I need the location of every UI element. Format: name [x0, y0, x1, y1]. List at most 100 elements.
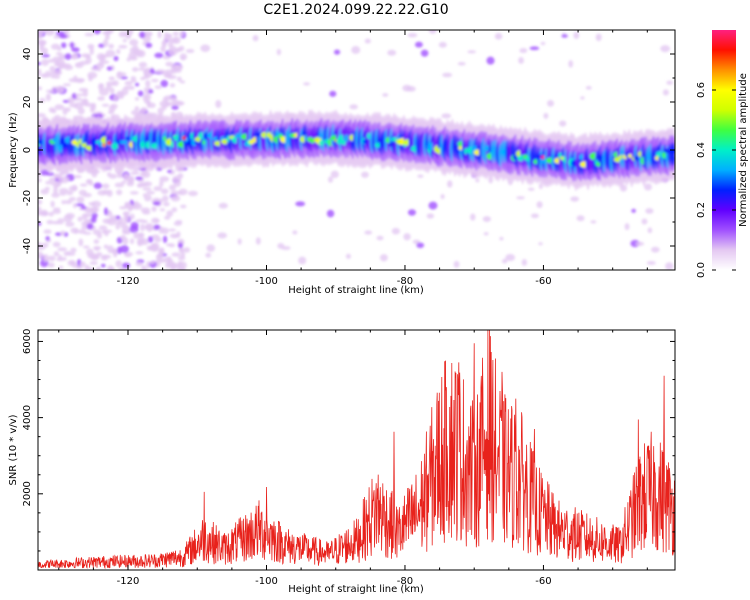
- noise-speck: [328, 176, 333, 183]
- noise-speck: [161, 39, 167, 48]
- noise-speck: [126, 181, 135, 187]
- noise-speck: [527, 187, 535, 191]
- noise-speck: [122, 211, 131, 216]
- noise-speck: [77, 216, 83, 222]
- noise-speck: [631, 208, 636, 213]
- noise-speck: [66, 190, 74, 196]
- noise-speck: [105, 49, 116, 58]
- noise-speck: [172, 31, 179, 36]
- noise-speck: [57, 254, 63, 261]
- noise-speck: [447, 180, 453, 188]
- noise-speck: [499, 236, 504, 241]
- noise-speck: [122, 38, 127, 43]
- noise-speck: [175, 47, 181, 53]
- x-tick-label: -60: [535, 276, 551, 287]
- noise-speck: [65, 212, 75, 219]
- noise-speck: [205, 252, 212, 258]
- noise-speck: [71, 47, 80, 53]
- x-tick-label: -80: [397, 276, 413, 287]
- noise-speck: [641, 218, 648, 225]
- noise-speck: [428, 30, 437, 34]
- noise-speck: [81, 213, 88, 221]
- noise-speck: [137, 67, 146, 71]
- noise-speck: [519, 48, 528, 54]
- noise-speck: [407, 209, 417, 216]
- noise-speck: [145, 190, 156, 195]
- noise-speck: [580, 96, 585, 100]
- noise-speck: [64, 64, 74, 71]
- noise-speck: [129, 225, 139, 233]
- noise-speck: [135, 261, 143, 267]
- noise-speck: [156, 253, 164, 258]
- x-tick-label: -80: [397, 576, 413, 587]
- noise-speck: [38, 221, 42, 226]
- noise-speck: [168, 228, 177, 232]
- noise-speck: [96, 232, 103, 239]
- noise-speck: [145, 79, 151, 88]
- noise-speck: [179, 80, 186, 84]
- noise-speck: [107, 265, 115, 270]
- noise-speck: [403, 233, 411, 241]
- noise-speck: [132, 202, 143, 210]
- noise-speck: [75, 203, 85, 207]
- noise-speck: [187, 190, 198, 197]
- noise-speck: [168, 184, 177, 191]
- snr-frame: [37, 329, 676, 571]
- noise-speck: [292, 230, 298, 235]
- noise-speck: [170, 195, 181, 202]
- noise-speck: [93, 30, 101, 35]
- noise-speck: [124, 253, 132, 258]
- noise-speck: [157, 107, 164, 116]
- noise-speck: [540, 41, 546, 46]
- noise-speck: [61, 200, 66, 205]
- noise-speck: [505, 253, 516, 262]
- noise-speck: [154, 236, 162, 243]
- noise-speck: [73, 75, 78, 83]
- noise-speck: [160, 79, 169, 88]
- noise-speck: [162, 96, 169, 104]
- colorbar-tick-label: 0.2: [696, 202, 707, 218]
- noise-speck: [568, 60, 574, 68]
- noise-speck: [59, 176, 70, 184]
- noise-speck: [113, 94, 119, 102]
- y-tick-label: 6000: [22, 329, 33, 354]
- spectrogram-x-axis: -120 -100 -80 -60: [58, 30, 648, 287]
- noise-speck: [475, 178, 480, 183]
- noise-speck: [53, 35, 60, 39]
- noise-speck: [177, 261, 183, 268]
- noise-speck: [46, 172, 55, 176]
- x-tick-label: -120: [117, 576, 140, 587]
- noise-speck: [171, 67, 180, 72]
- noise-speck: [121, 262, 131, 269]
- noise-speck: [147, 102, 156, 109]
- noise-speck: [166, 210, 174, 217]
- noise-speck: [426, 213, 435, 219]
- noise-speck: [86, 223, 94, 230]
- noise-speck: [72, 202, 77, 209]
- noise-speck: [152, 201, 161, 206]
- noise-speck: [55, 85, 65, 94]
- noise-speck: [129, 39, 139, 46]
- noise-speck: [420, 49, 429, 57]
- noise-speck: [82, 98, 89, 106]
- noise-speck: [169, 83, 176, 88]
- noise-speck: [467, 50, 477, 54]
- noise-speck: [137, 90, 144, 97]
- noise-speck: [161, 195, 169, 202]
- noise-speck: [38, 68, 42, 77]
- y-tick-label: 40: [22, 48, 33, 61]
- noise-speck: [206, 244, 216, 252]
- noise-speck: [438, 41, 447, 48]
- y-tick-label: -40: [22, 238, 33, 254]
- noise-speck: [104, 34, 110, 41]
- noise-speck: [75, 265, 83, 270]
- noise-speck: [38, 113, 46, 118]
- noise-speck: [58, 34, 68, 39]
- noise-speck: [666, 80, 673, 85]
- noise-speck: [122, 226, 130, 234]
- noise-speck: [148, 89, 154, 94]
- noise-speck: [102, 218, 113, 224]
- noise-speck: [330, 170, 339, 179]
- noise-speck: [120, 224, 130, 229]
